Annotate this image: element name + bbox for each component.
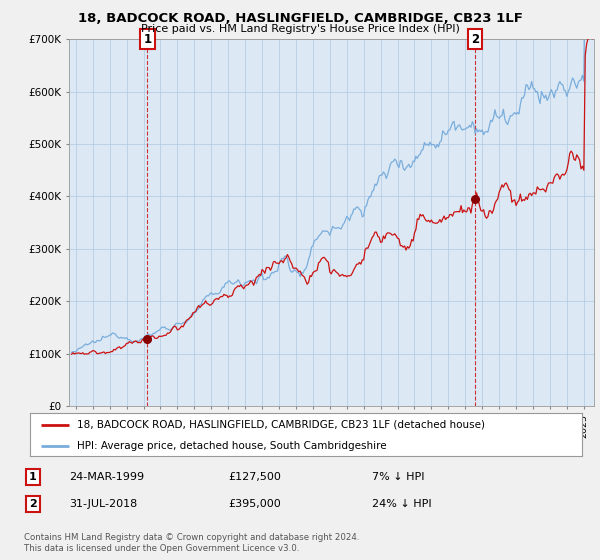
Text: 1: 1 bbox=[143, 32, 151, 46]
Text: 24% ↓ HPI: 24% ↓ HPI bbox=[372, 499, 431, 509]
Text: Contains HM Land Registry data © Crown copyright and database right 2024.
This d: Contains HM Land Registry data © Crown c… bbox=[24, 533, 359, 553]
Text: 7% ↓ HPI: 7% ↓ HPI bbox=[372, 472, 425, 482]
Text: 18, BADCOCK ROAD, HASLINGFIELD, CAMBRIDGE, CB23 1LF: 18, BADCOCK ROAD, HASLINGFIELD, CAMBRIDG… bbox=[77, 12, 523, 25]
Text: £395,000: £395,000 bbox=[228, 499, 281, 509]
Text: 18, BADCOCK ROAD, HASLINGFIELD, CAMBRIDGE, CB23 1LF (detached house): 18, BADCOCK ROAD, HASLINGFIELD, CAMBRIDG… bbox=[77, 419, 485, 430]
Text: 31-JUL-2018: 31-JUL-2018 bbox=[69, 499, 137, 509]
Text: £127,500: £127,500 bbox=[228, 472, 281, 482]
Text: 2: 2 bbox=[471, 32, 479, 46]
Text: HPI: Average price, detached house, South Cambridgeshire: HPI: Average price, detached house, Sout… bbox=[77, 441, 386, 451]
Text: 2: 2 bbox=[29, 499, 37, 509]
Text: Price paid vs. HM Land Registry's House Price Index (HPI): Price paid vs. HM Land Registry's House … bbox=[140, 24, 460, 34]
Text: 1: 1 bbox=[29, 472, 37, 482]
Text: 24-MAR-1999: 24-MAR-1999 bbox=[69, 472, 144, 482]
